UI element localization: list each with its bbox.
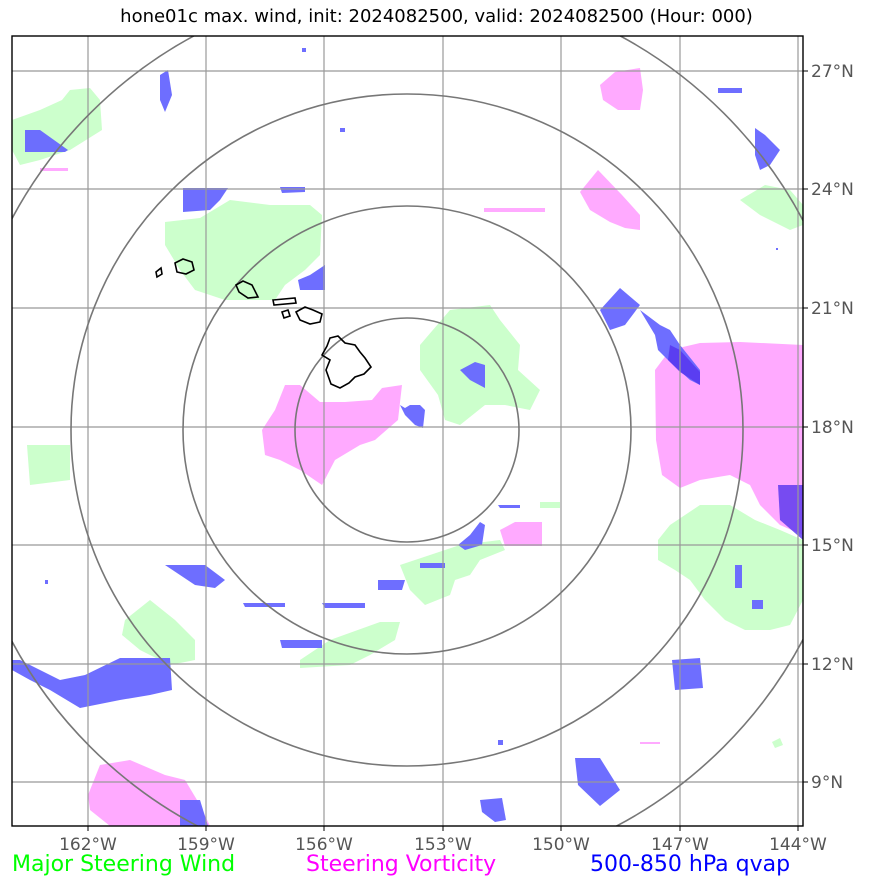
lat-label: 24°N: [811, 180, 854, 200]
lat-label: 18°N: [811, 418, 854, 438]
legend-steering-vorticity: Steering Vorticity: [306, 852, 497, 877]
lon-label: 144°W: [769, 835, 827, 855]
lon-label: 153°W: [414, 835, 472, 855]
island-lanai: [280, 308, 292, 320]
range-rings: [12, 36, 803, 826]
map-title: hone01c max. wind, init: 2024082500, val…: [120, 6, 753, 27]
longitude-labels: 162°W 159°W 156°W 153°W 150°W 147°W 144°…: [59, 835, 827, 855]
island-niihau: [155, 266, 163, 279]
steering-vorticity-areas: [40, 68, 803, 826]
legend-steering-wind: Major Steering Wind: [12, 852, 236, 877]
range-ring-1: [294, 317, 520, 543]
island-molokai: [272, 297, 297, 306]
island-oahu: [234, 280, 260, 299]
lat-label: 12°N: [811, 655, 854, 675]
map-frame: [11, 35, 804, 827]
lon-label: 159°W: [177, 835, 235, 855]
qvap-strong-areas: [668, 345, 803, 540]
range-ring-2: [182, 205, 632, 655]
island-kauai: [174, 258, 195, 275]
lat-label: 9°N: [811, 773, 843, 793]
range-ring-3: [70, 93, 744, 767]
axis-ticks: [87, 70, 808, 831]
lon-label: 150°W: [532, 835, 590, 855]
lon-label: 162°W: [59, 835, 117, 855]
lat-label: 27°N: [811, 62, 854, 82]
lon-label: 156°W: [295, 835, 353, 855]
island-hawaii: [320, 335, 373, 389]
graticule: [12, 36, 803, 826]
legend-qvap: 500-850 hPa qvap: [590, 852, 791, 877]
island-maui: [294, 306, 323, 325]
hawaiian-islands: [155, 258, 373, 389]
lat-label: 21°N: [811, 299, 854, 319]
lat-label: 15°N: [811, 536, 854, 556]
lon-label: 147°W: [651, 835, 709, 855]
latitude-labels: 27°N 24°N 21°N 18°N 15°N 12°N 9°N: [811, 62, 854, 793]
